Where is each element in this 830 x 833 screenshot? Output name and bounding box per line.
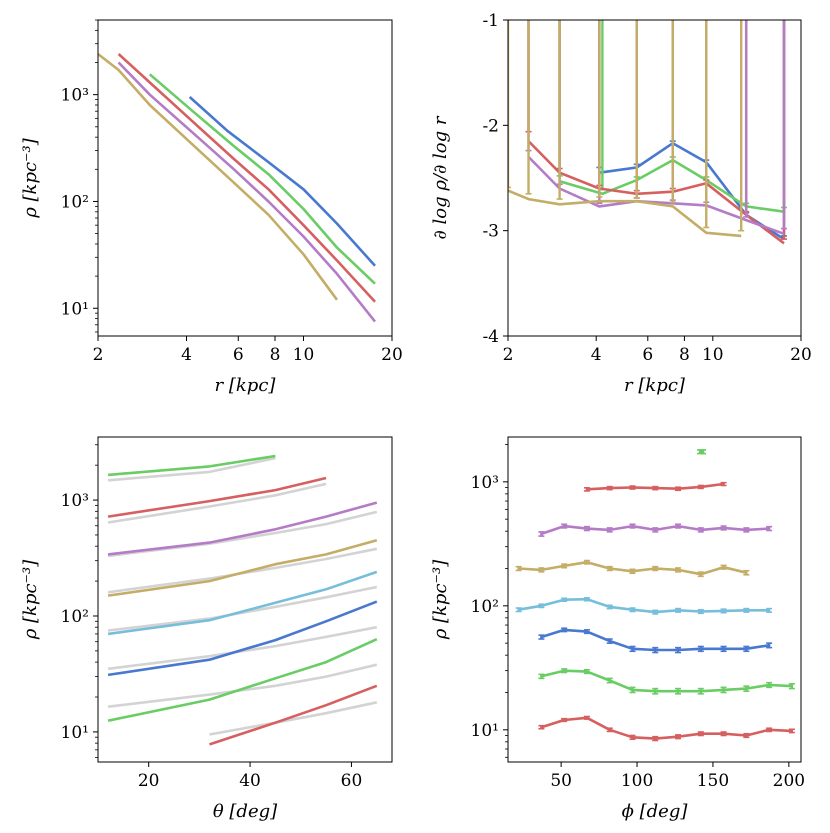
series-line-cyan [107, 570, 378, 636]
series-line-gray-1 [107, 456, 276, 482]
y-axis-label: ρ [kpc⁻³] [20, 559, 41, 641]
series-group [98, 52, 377, 323]
series-line-red [527, 140, 785, 245]
x-tick-label: 20 [138, 771, 160, 791]
y-tick-label: 10³ [471, 473, 499, 493]
y-tick-label: -2 [482, 116, 499, 136]
series-line-red-low [541, 716, 792, 740]
series-line-red-low [209, 684, 378, 746]
x-tick-label: 6 [642, 345, 653, 365]
x-axis-label: θ [deg] [213, 801, 278, 822]
y-axis-label: ρ [kpc⁻³] [430, 559, 451, 641]
series-line-blue [188, 96, 376, 267]
y-tick-label: -1 [482, 11, 499, 31]
x-tick-label: 10 [702, 345, 724, 365]
y-tick-label: 10² [471, 597, 499, 617]
y-tick-label: 10³ [61, 491, 89, 511]
y-tick-label: 10¹ [471, 721, 499, 741]
series-line-green-low [107, 638, 378, 722]
axes-frame [507, 436, 802, 763]
x-tick-label: 100 [621, 771, 653, 791]
x-tick-label: 10 [293, 345, 315, 365]
series-line-tan [508, 189, 742, 238]
y-tick-label: 10³ [61, 86, 89, 106]
panel-p4: 50 100 150 200 10¹ 10² 10³ ϕ [deg] ρ [kpc⁻³] [430, 436, 805, 822]
x-tick-label: 4 [181, 345, 192, 365]
series-line-green-low [541, 669, 792, 693]
series-line-red [117, 53, 376, 303]
series-group [107, 454, 378, 746]
series-line-green [148, 73, 376, 285]
series-line-gray-8 [209, 701, 378, 736]
x-axis-label: r [kpc] [624, 375, 686, 396]
series-group [508, 20, 788, 245]
y-tick-label: 10¹ [61, 299, 89, 319]
series-line-gray-2 [107, 482, 327, 524]
y-tick-label: -3 [482, 222, 499, 242]
x-tick-label: 50 [550, 771, 572, 791]
series-line-gray-6 [107, 625, 378, 671]
series-line-gray-5 [107, 585, 378, 632]
x-tick-label: 8 [270, 345, 281, 365]
x-tick-label: 60 [341, 771, 363, 791]
series-line-gray-7 [107, 663, 378, 708]
series-line-red-top [107, 476, 327, 518]
x-axis-label: r [kpc] [215, 375, 277, 396]
series-line-green-top [107, 454, 276, 477]
x-tick-label: 200 [773, 771, 805, 791]
series-line-gray-4 [107, 547, 378, 594]
x-tick-label: 8 [679, 345, 690, 365]
series-line-blue [107, 600, 378, 677]
x-tick-label: 150 [697, 771, 729, 791]
y-axis-label: ∂ log ρ/∂ log r [430, 115, 451, 239]
y-tick-label: 10² [61, 607, 89, 627]
series-line-purple [527, 155, 785, 236]
x-tick-label: 6 [233, 345, 244, 365]
x-tick-label: 2 [503, 345, 514, 365]
y-tick-label: -4 [482, 327, 499, 347]
panel-p3: 20 40 60 10¹ 10² 10³ θ [deg] ρ [kpc⁻³] [20, 436, 393, 822]
axes-frame [97, 436, 393, 763]
axes-frame [507, 19, 802, 337]
axes-frame [97, 19, 393, 337]
x-tick-label: 2 [93, 345, 104, 365]
x-tick-label: 40 [239, 771, 261, 791]
series-line-purple [117, 61, 377, 323]
y-axis-label: ρ [kpc⁻³] [20, 137, 41, 219]
series-group [515, 449, 795, 742]
panel-p1: 2 4 6 8 10 20 10¹ 10² 10³ r [kpc] ρ [kpc⁻³] [20, 19, 403, 396]
series-line-purple [107, 501, 378, 556]
series-line-cyan [518, 597, 770, 614]
x-axis-label: ϕ [deg] [622, 801, 689, 822]
panel-p2: 2 4 6 8 10 20 -1 -2 -3 -4 r [kpc] ∂ log ρ/∂ log r [430, 11, 812, 396]
x-tick-label: 20 [790, 345, 812, 365]
y-tick-label: 10² [61, 192, 89, 212]
series-line-tan [98, 52, 339, 301]
x-tick-label: 20 [381, 345, 403, 365]
y-tick-label: 10¹ [61, 723, 89, 743]
x-tick-label: 4 [591, 345, 602, 365]
series-line-tan [107, 539, 378, 597]
